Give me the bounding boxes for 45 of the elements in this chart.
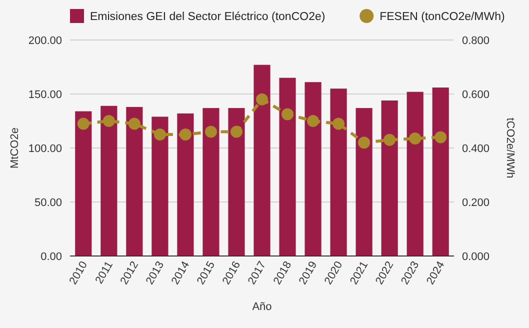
- y-tick-label: 50.00: [34, 196, 62, 209]
- bar: [356, 108, 372, 256]
- point: [358, 136, 370, 149]
- point: [256, 93, 268, 106]
- legend-label: Emisiones GEI del Sector Eléctrico (tonCO2e): [90, 11, 326, 23]
- bar: [330, 88, 347, 256]
- point: [179, 128, 192, 140]
- point: [102, 115, 115, 127]
- y-tick-label: 200.00: [28, 34, 62, 47]
- bar: [279, 78, 296, 256]
- bar: [202, 108, 220, 256]
- y-tick-label: 100.00: [28, 142, 62, 155]
- bar: [254, 64, 270, 256]
- point: [409, 132, 422, 145]
- bar: [177, 113, 194, 256]
- bar: [100, 106, 118, 256]
- bar: [432, 88, 449, 256]
- point: [77, 118, 90, 130]
- y-tick-label: 0.00: [40, 250, 62, 263]
- y2-axis-title: tCO2e/MWh: [504, 118, 516, 178]
- y2-tick-label: 0.000: [462, 250, 490, 263]
- point: [282, 108, 294, 120]
- y2-tick-label: 0.800: [462, 34, 490, 47]
- point: [434, 131, 447, 144]
- point: [128, 118, 140, 130]
- y2-tick-label: 0.200: [462, 196, 490, 209]
- point: [154, 128, 166, 140]
- bar: [406, 92, 424, 256]
- y2-tick-label: 0.400: [462, 142, 490, 155]
- y2-tick-label: 0.600: [462, 88, 490, 101]
- legend-label: FESEN (tonCO2e/MWh): [380, 11, 506, 23]
- bar: [228, 108, 245, 256]
- bar: [75, 111, 92, 256]
- point: [384, 134, 396, 146]
- bar: [152, 116, 168, 256]
- point: [230, 126, 242, 138]
- bar: [381, 100, 398, 256]
- x-axis-title: Año: [252, 301, 272, 313]
- point: [307, 115, 320, 127]
- bar: [126, 106, 143, 256]
- point: [332, 118, 345, 130]
- point: [204, 126, 217, 138]
- bar: [304, 82, 322, 256]
- y-axis-title: MtCO2e: [9, 128, 21, 168]
- y-tick-label: 150.00: [28, 88, 62, 101]
